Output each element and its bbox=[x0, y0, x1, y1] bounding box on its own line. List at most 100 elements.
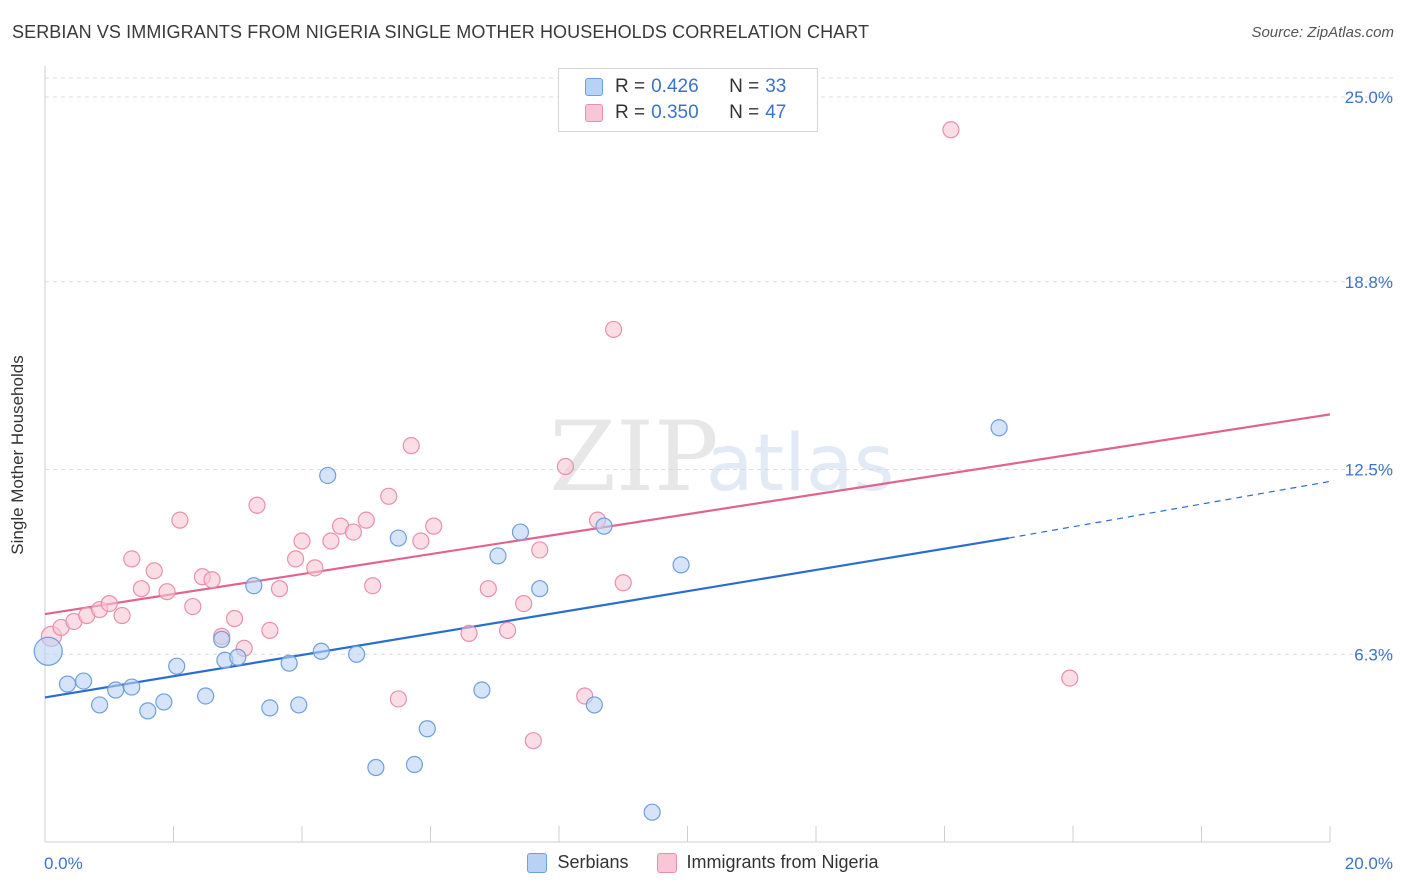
nigeria-point bbox=[132, 580, 150, 598]
nigeria-point bbox=[270, 580, 289, 598]
serbians-point bbox=[139, 702, 157, 720]
watermark-zip: ZIP bbox=[549, 401, 718, 513]
serbians-point bbox=[473, 681, 491, 699]
nigeria-point bbox=[614, 574, 632, 592]
serbians-point bbox=[261, 699, 279, 717]
nigeria-point bbox=[248, 496, 266, 514]
x-tick-label: 0.0% bbox=[44, 854, 83, 873]
nigeria-point bbox=[113, 606, 131, 625]
gridlines bbox=[45, 77, 1394, 655]
serbians-point bbox=[290, 696, 308, 714]
serbians-point bbox=[405, 755, 424, 774]
serbians-point bbox=[585, 696, 603, 714]
nigeria-point bbox=[286, 550, 305, 568]
legend-label: Immigrants from Nigeria bbox=[686, 852, 879, 872]
nigeria-point bbox=[100, 594, 118, 613]
serbians-point bbox=[511, 523, 530, 541]
serbians-trend-line bbox=[44, 536, 1009, 699]
nigeria-point bbox=[145, 562, 163, 580]
serbians-point bbox=[389, 529, 407, 547]
serbians-point bbox=[348, 645, 366, 663]
serbians-point bbox=[531, 580, 549, 598]
r-label: R = bbox=[615, 76, 646, 97]
serbians-point bbox=[197, 687, 215, 705]
serbians-swatch bbox=[527, 852, 548, 873]
nigeria-point bbox=[942, 121, 960, 139]
nigeria-point bbox=[389, 690, 407, 708]
serbians-point bbox=[107, 681, 125, 699]
nigeria-swatch bbox=[585, 104, 603, 122]
legend-item-serbians: Serbians bbox=[527, 852, 629, 873]
nigeria-swatch bbox=[656, 852, 677, 873]
nigeria-point bbox=[605, 320, 623, 339]
legend-row-nigeria: R = 0.350 N = 47 bbox=[585, 101, 786, 125]
nigeria-point bbox=[499, 621, 517, 640]
serbians-point bbox=[245, 577, 263, 595]
source-label: Source: ZipAtlas.com bbox=[1251, 24, 1394, 41]
serbians-point bbox=[58, 675, 77, 693]
legend-row-serbians: R = 0.426 N = 33 bbox=[585, 75, 786, 99]
serbians-point bbox=[74, 672, 93, 690]
serbians-trend-extension bbox=[1008, 480, 1331, 539]
serbians-point bbox=[367, 758, 385, 777]
r-value: 0.426 bbox=[651, 76, 699, 97]
n-value: 47 bbox=[765, 102, 787, 123]
tick-labels: 6.3% 12.5% 18.8% 25.0% 0.0% 20.0% bbox=[44, 88, 1393, 873]
nigeria-point bbox=[261, 621, 279, 640]
nigeria-point bbox=[171, 511, 189, 529]
nigeria-point bbox=[556, 457, 575, 476]
nigeria-point bbox=[524, 732, 542, 750]
y-axis-title: Single Mother Households bbox=[8, 355, 27, 555]
chart-title: SERBIAN VS IMMIGRANTS FROM NIGERIA SINGL… bbox=[12, 22, 870, 42]
n-label: N = bbox=[729, 102, 760, 123]
nigeria-point bbox=[531, 541, 549, 559]
data-points bbox=[33, 121, 1079, 821]
nigeria-point bbox=[412, 532, 430, 550]
serbians-point bbox=[489, 547, 507, 565]
nigeria-point bbox=[380, 487, 398, 505]
n-label: N = bbox=[729, 76, 760, 97]
serbians-point bbox=[280, 654, 298, 672]
nigeria-point bbox=[123, 550, 141, 568]
correlation-legend: R = 0.426 N = 33 R = 0.350 N = 47 bbox=[558, 68, 818, 132]
serbians-point bbox=[990, 419, 1008, 437]
nigeria-point bbox=[225, 609, 244, 628]
serbians-point bbox=[91, 696, 109, 714]
serbians-point bbox=[123, 678, 141, 696]
serbians-point bbox=[155, 693, 173, 711]
nigeria-point bbox=[460, 624, 478, 643]
r-label: R = bbox=[615, 102, 646, 123]
nigeria-point bbox=[322, 532, 340, 550]
serbians-point bbox=[312, 642, 330, 660]
nigeria-point bbox=[364, 577, 382, 595]
nigeria-point bbox=[479, 580, 497, 598]
series-legend: Serbians Immigrants from Nigeria bbox=[0, 852, 1406, 873]
serbians-point bbox=[33, 636, 63, 666]
nigeria-point bbox=[1061, 669, 1079, 687]
r-value: 0.350 bbox=[651, 102, 699, 123]
y-tick-label: 25.0% bbox=[1345, 88, 1393, 107]
nigeria-point bbox=[402, 437, 420, 455]
nigeria-point bbox=[158, 583, 176, 601]
axes bbox=[44, 66, 1331, 843]
serbians-point bbox=[643, 803, 661, 821]
nigeria-point bbox=[203, 571, 221, 589]
nigeria-point bbox=[293, 532, 311, 550]
legend-label: Serbians bbox=[557, 852, 629, 872]
y-tick-label: 18.8% bbox=[1345, 273, 1393, 292]
nigeria-point bbox=[425, 517, 443, 535]
legend-item-nigeria: Immigrants from Nigeria bbox=[656, 852, 879, 873]
serbians-point bbox=[319, 466, 337, 485]
serbians-point bbox=[672, 556, 690, 574]
x-tick-label: 20.0% bbox=[1345, 854, 1393, 873]
nigeria-point bbox=[344, 523, 362, 541]
serbians-swatch bbox=[585, 78, 603, 96]
serbians-point bbox=[595, 517, 613, 535]
serbians-point bbox=[168, 657, 186, 675]
serbians-point bbox=[229, 648, 247, 666]
n-value: 33 bbox=[765, 76, 787, 97]
watermark-atlas: atlas bbox=[706, 419, 895, 509]
nigeria-point bbox=[357, 511, 375, 529]
serbians-point bbox=[213, 630, 231, 648]
nigeria-point bbox=[515, 594, 533, 613]
